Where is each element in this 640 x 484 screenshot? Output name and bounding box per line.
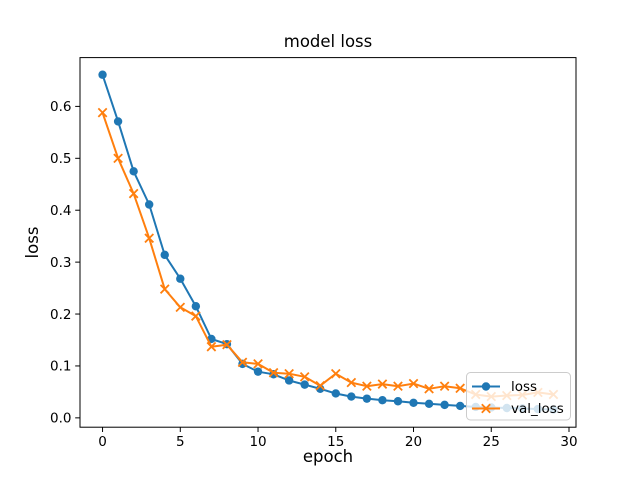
legend-entry-loss: loss (472, 379, 537, 395)
data-point-val_loss (144, 233, 155, 244)
chart-title: model loss (284, 32, 373, 51)
data-point-loss (144, 200, 154, 209)
data-point-loss (393, 397, 403, 406)
data-point-val_loss (408, 378, 419, 389)
y-tick-label: 0.1 (50, 359, 71, 375)
axes-frame (79, 57, 577, 428)
data-point-val_loss (253, 359, 263, 369)
y-tick-label: 0.2 (50, 307, 71, 323)
data-point-loss (378, 396, 387, 405)
x-tick-label: 5 (176, 434, 185, 450)
y-tick-label: 0.4 (50, 203, 71, 219)
data-point-val_loss (128, 188, 139, 199)
legend-entry-val-loss: val_loss (472, 401, 564, 417)
data-point-val_loss (330, 368, 341, 379)
data-point-loss (455, 401, 465, 411)
data-point-loss (440, 400, 449, 410)
data-point-val_loss (113, 153, 123, 164)
data-point-val_loss (439, 381, 450, 392)
x-tick-label: 20 (405, 434, 422, 450)
y-tick-label: 0.0 (50, 411, 71, 427)
x-tick-label: 30 (560, 434, 577, 450)
legend-label-val-loss: val_loss (511, 401, 564, 417)
legend: loss val_loss (466, 372, 571, 421)
data-point-val_loss (268, 367, 279, 378)
data-point-loss (176, 274, 185, 283)
data-point-loss (300, 380, 309, 389)
data-point-val_loss (97, 107, 108, 118)
x-tick-label: 15 (327, 434, 344, 450)
data-point-val_loss (237, 357, 248, 368)
data-point-val_loss (346, 377, 357, 388)
data-point-val_loss (206, 341, 217, 352)
data-point-loss (253, 367, 263, 376)
y-axis-label: loss (23, 227, 42, 259)
data-point-loss (331, 389, 340, 398)
x-axis-label: epoch (303, 447, 353, 466)
data-point-val_loss (377, 379, 388, 389)
data-point-loss (113, 117, 123, 126)
y-tick-label: 0.6 (50, 99, 71, 115)
data-point-val_loss (175, 302, 186, 313)
y-tick-label: 0.3 (50, 255, 71, 271)
data-point-val_loss (299, 372, 310, 382)
data-point-val_loss (455, 383, 465, 394)
legend-label-loss: loss (511, 379, 537, 395)
data-point-val_loss (362, 381, 372, 392)
data-point-loss (191, 302, 201, 311)
data-point-val_loss (222, 339, 232, 350)
data-point-loss (98, 70, 107, 79)
data-point-loss (362, 394, 372, 403)
data-point-val_loss (424, 383, 434, 394)
data-point-loss (284, 376, 294, 385)
series-line-val_loss (101, 112, 554, 398)
x-tick-label: 25 (483, 434, 500, 450)
x-tick-label: 10 (249, 434, 266, 450)
series-line-loss (101, 74, 554, 411)
data-point-val_loss (315, 380, 326, 391)
legend-val-loss-marker-sample (481, 403, 491, 414)
data-point-val_loss (284, 368, 294, 379)
data-point-loss (129, 167, 138, 176)
data-point-loss (347, 392, 356, 401)
data-point-loss (160, 250, 169, 260)
legend-loss-marker-sample (481, 382, 491, 391)
data-point-val_loss (159, 284, 170, 294)
data-point-loss (424, 399, 434, 409)
y-tick-label: 0.5 (50, 151, 71, 167)
data-point-val_loss (191, 311, 201, 321)
data-point-val_loss (393, 381, 403, 392)
data-point-loss (409, 398, 418, 408)
x-tick-label: 0 (98, 434, 107, 450)
